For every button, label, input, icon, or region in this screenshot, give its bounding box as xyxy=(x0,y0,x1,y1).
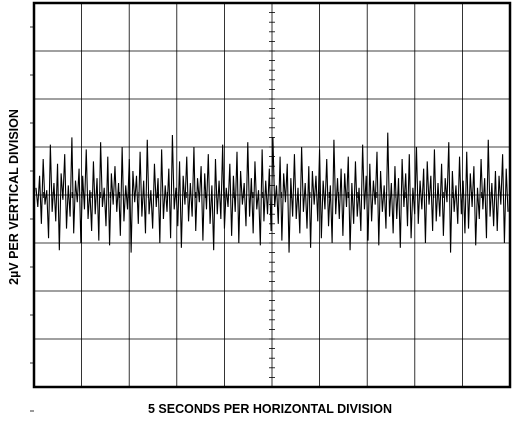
x-axis-label: 5 SECONDS PER HORIZONTAL DIVISION xyxy=(147,402,393,416)
y-axis-label: 2µV PER VERTICAL DIVISION xyxy=(7,109,21,285)
plot-frame xyxy=(32,1,512,389)
signal-trace xyxy=(35,132,509,253)
